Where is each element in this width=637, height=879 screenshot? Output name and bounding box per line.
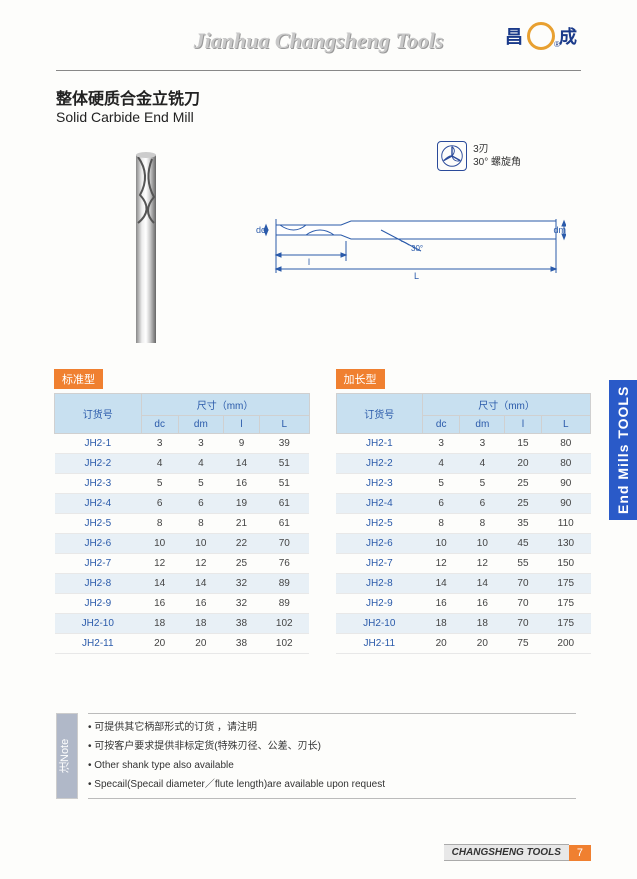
tbody-long: JH2-1331580JH2-2442080JH2-3552590JH2-466… <box>336 434 591 654</box>
col-order: 订货号 <box>55 394 142 434</box>
logo-char-left: 昌 <box>505 23 523 49</box>
table-row: JH2-10181838102 <box>55 614 310 634</box>
col-L: L <box>541 416 590 434</box>
tables-row: 标准型 订货号 尺寸（mm） dcdmlL JH2-133939JH2-2441… <box>54 369 591 654</box>
header-divider <box>56 70 581 71</box>
note-line: • Other shank type also available <box>88 756 576 775</box>
table-long: 加长型 订货号 尺寸（mm） dcdmlL JH2-1331580JH2-244… <box>336 369 592 654</box>
note-line: • Specail(Specail diameter／flute length)… <box>88 775 576 794</box>
note-lines: • 可提供其它柄部形式的订货 ，请注明• 可按客户要求提供非标定货(特殊刃径、公… <box>88 713 576 799</box>
flute-count: 3刃 <box>473 143 521 156</box>
brand-logo: 昌 ® 成 <box>505 22 577 50</box>
page-header: Jianhua Changsheng Tools 昌 ® 成 <box>0 0 637 70</box>
col-dims: 尺寸（mm） <box>141 394 309 416</box>
table-row: JH2-10181870175 <box>336 614 591 634</box>
table-row: JH2-58835110 <box>336 514 591 534</box>
table-row: JH2-1331580 <box>336 434 591 454</box>
table-row: JH2-5882161 <box>55 514 310 534</box>
label-l: l <box>308 257 310 267</box>
table-row: JH2-133939 <box>55 434 310 454</box>
registered-icon: ® <box>554 40 560 49</box>
col-dc: dc <box>423 416 460 434</box>
notes-block: 注Note • 可提供其它柄部形式的订货 ，请注明• 可按客户要求提供非标定货(… <box>56 713 576 799</box>
helix-angle: 30° 螺旋角 <box>473 156 521 169</box>
col-dm: dm <box>460 416 505 434</box>
table-row: JH2-3551651 <box>55 474 310 494</box>
table-row: JH2-814143289 <box>55 574 310 594</box>
flute-info: 3刃 30° 螺旋角 <box>437 141 521 171</box>
tbody-standard: JH2-133939JH2-2441451JH2-3551651JH2-4661… <box>55 434 310 654</box>
table-row: JH2-11202038102 <box>55 634 310 654</box>
page-footer: CHANGSHENG TOOLS 7 <box>444 844 591 861</box>
col-l: l <box>505 416 541 434</box>
spec-table-long: 订货号 尺寸（mm） dcdmlL JH2-1331580JH2-2442080… <box>336 393 592 654</box>
table-row: JH2-712122576 <box>55 554 310 574</box>
spec-table-standard: 订货号 尺寸（mm） dcdmlL JH2-133939JH2-2441451J… <box>54 393 310 654</box>
col-L: L <box>260 416 309 434</box>
label-L: L <box>414 271 419 281</box>
badge-standard: 标准型 <box>54 369 103 389</box>
label-dc: dc <box>256 225 266 235</box>
col-l: l <box>223 416 259 434</box>
note-line: • 可按客户要求提供非标定货(特殊刃径、公差、刃长) <box>88 737 576 756</box>
table-row: JH2-8141470175 <box>336 574 591 594</box>
table-row: JH2-9161670175 <box>336 594 591 614</box>
note-line: • 可提供其它柄部形式的订货 ，请注明 <box>88 718 576 737</box>
title-english: Solid Carbide End Mill <box>56 109 581 125</box>
table-row: JH2-4661961 <box>55 494 310 514</box>
flute-icon <box>437 141 467 171</box>
col-order: 订货号 <box>336 394 423 434</box>
technical-drawing: dc dm l L 30° <box>246 195 566 285</box>
label-angle: 30° <box>411 244 423 253</box>
title-chinese: 整体硬质合金立铣刀 <box>56 85 581 109</box>
logo-char-right: 成 <box>559 23 577 49</box>
label-dm: dm <box>553 225 566 235</box>
title-block: 整体硬质合金立铣刀 Solid Carbide End Mill <box>56 85 581 125</box>
table-row: JH2-3552590 <box>336 474 591 494</box>
table-standard: 标准型 订货号 尺寸（mm） dcdmlL JH2-133939JH2-2441… <box>54 369 310 654</box>
table-row: JH2-11202075200 <box>336 634 591 654</box>
diagram-area: 3刃 30° 螺旋角 dc dm l L 30° <box>56 135 581 355</box>
table-row: JH2-610102270 <box>55 534 310 554</box>
table-row: JH2-2441451 <box>55 454 310 474</box>
table-row: JH2-916163289 <box>55 594 310 614</box>
table-row: JH2-6101045130 <box>336 534 591 554</box>
table-row: JH2-7121255150 <box>336 554 591 574</box>
col-dc: dc <box>141 416 178 434</box>
table-row: JH2-2442080 <box>336 454 591 474</box>
side-tab: End Mills TOOLS <box>609 380 637 520</box>
footer-page-number: 7 <box>569 845 591 861</box>
brand-title: Jianhua Changsheng Tools <box>194 28 444 53</box>
tool-photo <box>96 145 196 345</box>
logo-circle-icon: ® <box>527 22 555 50</box>
table-row: JH2-4662590 <box>336 494 591 514</box>
badge-long: 加长型 <box>336 369 385 389</box>
note-tab: 注Note <box>56 713 78 799</box>
col-dm: dm <box>178 416 223 434</box>
footer-brand: CHANGSHENG TOOLS <box>444 844 569 861</box>
col-dims: 尺寸（mm） <box>423 394 591 416</box>
